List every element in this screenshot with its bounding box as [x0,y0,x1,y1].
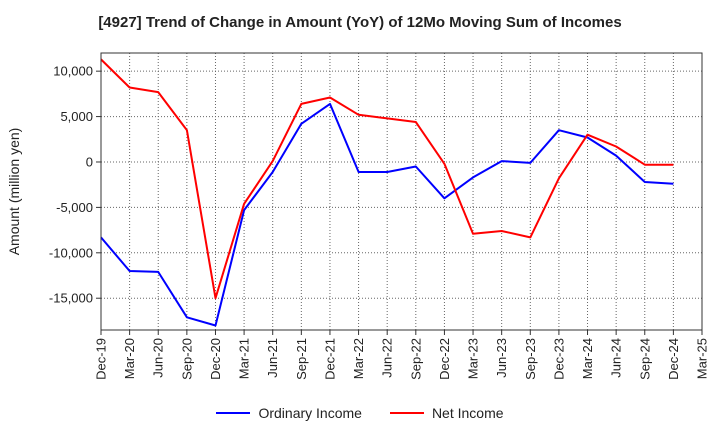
x-tick-label: Jun-23 [494,338,509,378]
label-layer: 10,000 5,000 0 -5,000 -10,000 -15,000 Dec-19 Ma… [6,64,710,380]
x-tick-label: Jun-22 [380,338,395,378]
legend-item-ordinary-income: Ordinary Income [216,405,362,421]
plot-frame [100,52,703,331]
x-tick-label: Dec-21 [322,338,337,380]
x-tick-label: Mar-22 [351,338,366,379]
x-tick-label: Jun-24 [609,338,624,378]
x-tick-label: Dec-19 [94,338,109,380]
series-line-ordinary-income [100,102,674,327]
grid-layer [101,53,702,330]
axis-layer [96,52,703,335]
y-axis-title: Amount (million yen) [6,128,22,256]
x-tick-label: Dec-24 [666,338,681,380]
legend-label-net-income: Net Income [431,405,504,421]
x-tick-label: Mar-24 [580,338,595,379]
x-tick-label: Mar-23 [466,338,481,379]
legend-swatch-net-income [389,412,424,414]
series-layer [100,58,674,327]
legend: Ordinary Income Net Income [0,405,720,421]
y-tick-label: -10,000 [49,245,93,260]
y-tick-label: 5,000 [60,109,93,124]
legend-item-net-income: Net Income [389,405,504,421]
legend-swatch-ordinary-income [216,412,251,414]
y-tick-label: -15,000 [49,291,93,306]
x-tick-label: Sep-24 [637,338,652,380]
y-tick-label: 10,000 [53,64,93,79]
series-line-net-income [100,58,674,300]
x-tick-label: Mar-21 [237,338,252,379]
y-tick-label: 0 [86,154,93,169]
x-tick-label: Sep-23 [523,338,538,380]
x-tick-label: Mar-25 [695,338,710,379]
x-tick-label: Sep-20 [179,338,194,380]
x-tick-label: Dec-20 [208,338,223,380]
x-tick-label: Dec-23 [551,338,566,380]
chart-title: [4927] Trend of Change in Amount (YoY) o… [98,14,622,31]
x-tick-label: Jun-20 [151,338,166,378]
x-tick-label: Mar-20 [122,338,137,379]
x-tick-label: Sep-21 [294,338,309,380]
x-tick-label: Sep-22 [408,338,423,380]
x-tick-label: Dec-22 [437,338,452,380]
y-tick-label: -5,000 [56,200,93,215]
legend-label-ordinary-income: Ordinary Income [258,405,362,421]
x-tick-label: Jun-21 [265,338,280,378]
